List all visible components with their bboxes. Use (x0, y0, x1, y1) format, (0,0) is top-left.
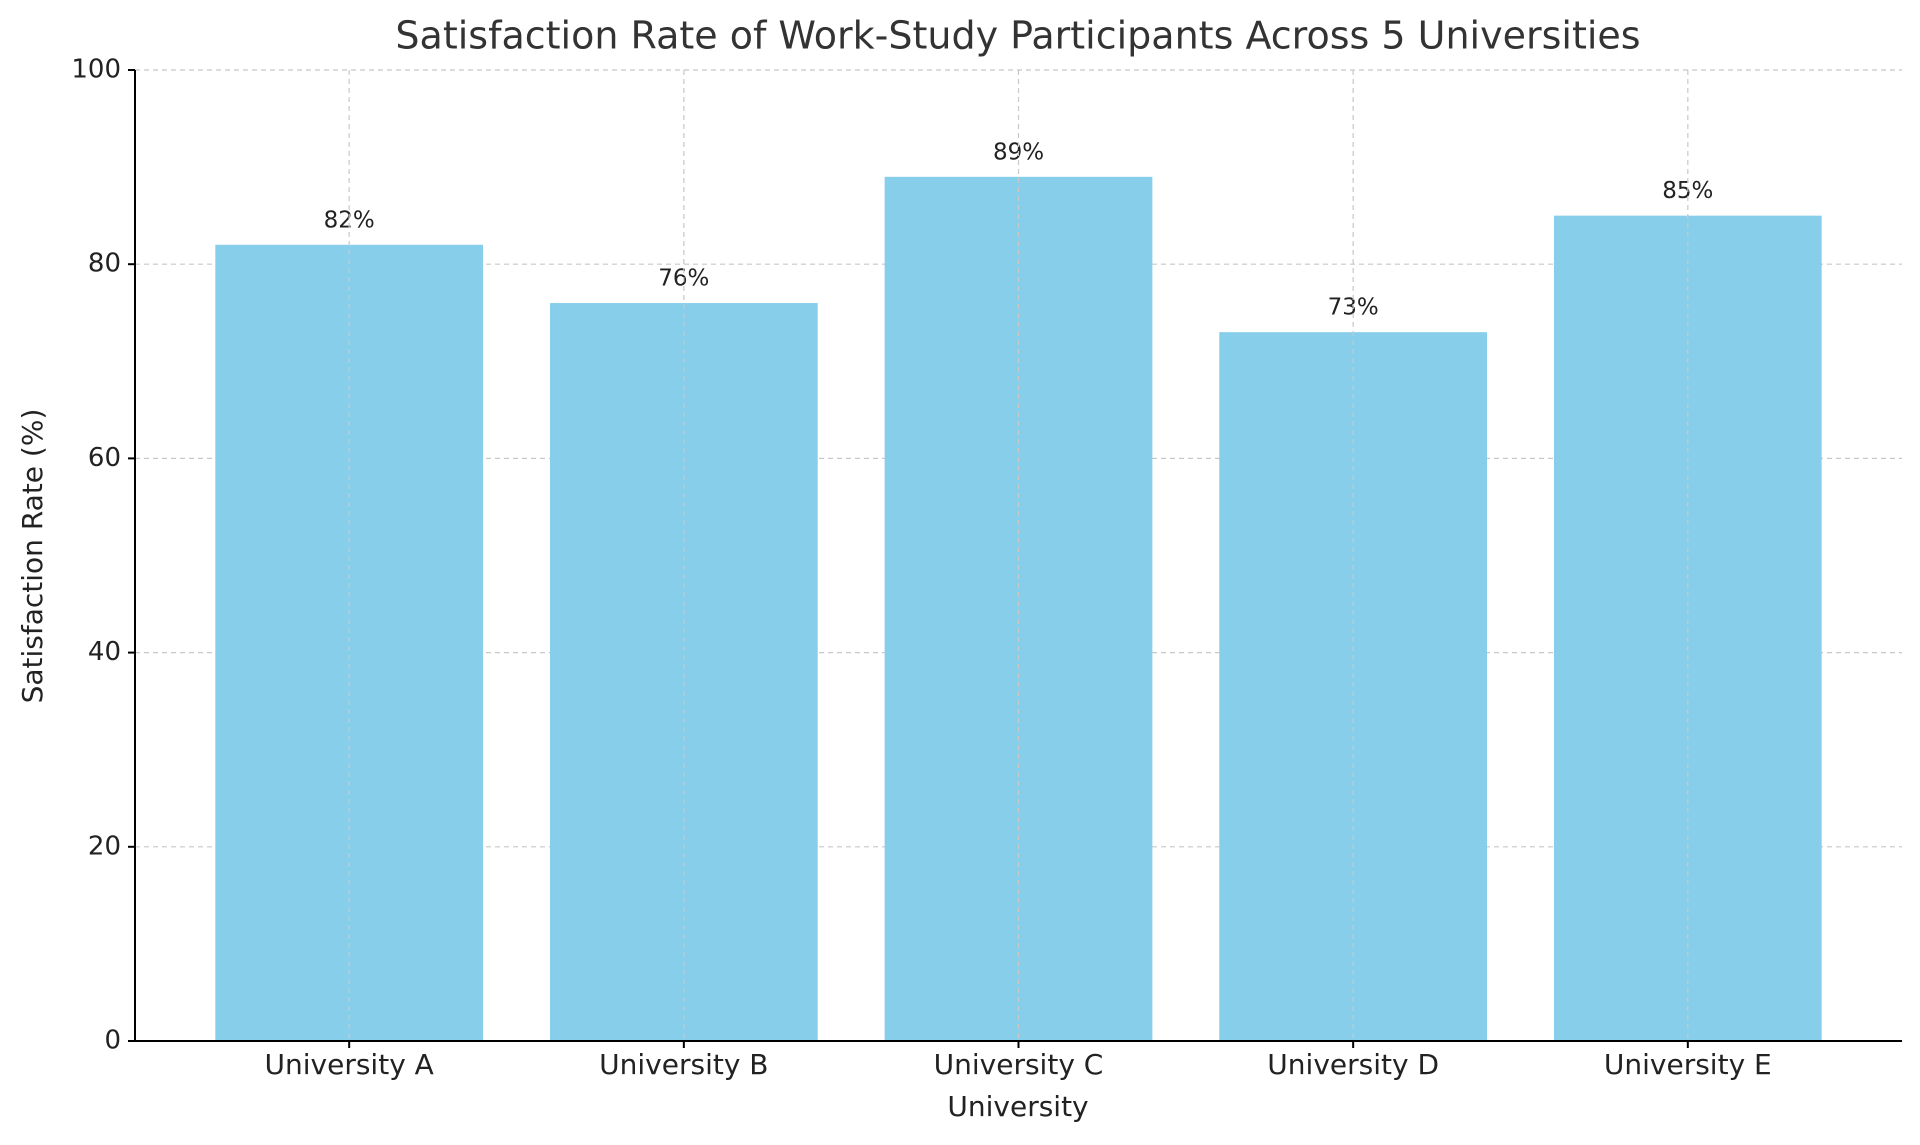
y-tick-label: 40 (88, 637, 121, 667)
x-axis-label: University (947, 1090, 1088, 1123)
y-tick-label: 80 (88, 249, 121, 279)
x-tick-label: University A (265, 1048, 434, 1081)
value-label: 82% (324, 207, 375, 233)
x-tick-label: University C (934, 1048, 1104, 1081)
y-axis-label: Satisfaction Rate (%) (16, 409, 49, 704)
y-tick-label: 20 (88, 831, 121, 861)
x-tick-label: University B (599, 1048, 768, 1081)
x-tick-label: University D (1267, 1048, 1439, 1081)
y-tick-label: 60 (88, 443, 121, 473)
bar (215, 244, 484, 1041)
x-tick-label: University E (1604, 1048, 1772, 1081)
chart-title: Satisfaction Rate of Work-Study Particip… (395, 14, 1640, 58)
y-tick-label: 0 (104, 1026, 121, 1056)
y-tick-label: 100 (71, 55, 121, 85)
bar (884, 176, 1153, 1041)
